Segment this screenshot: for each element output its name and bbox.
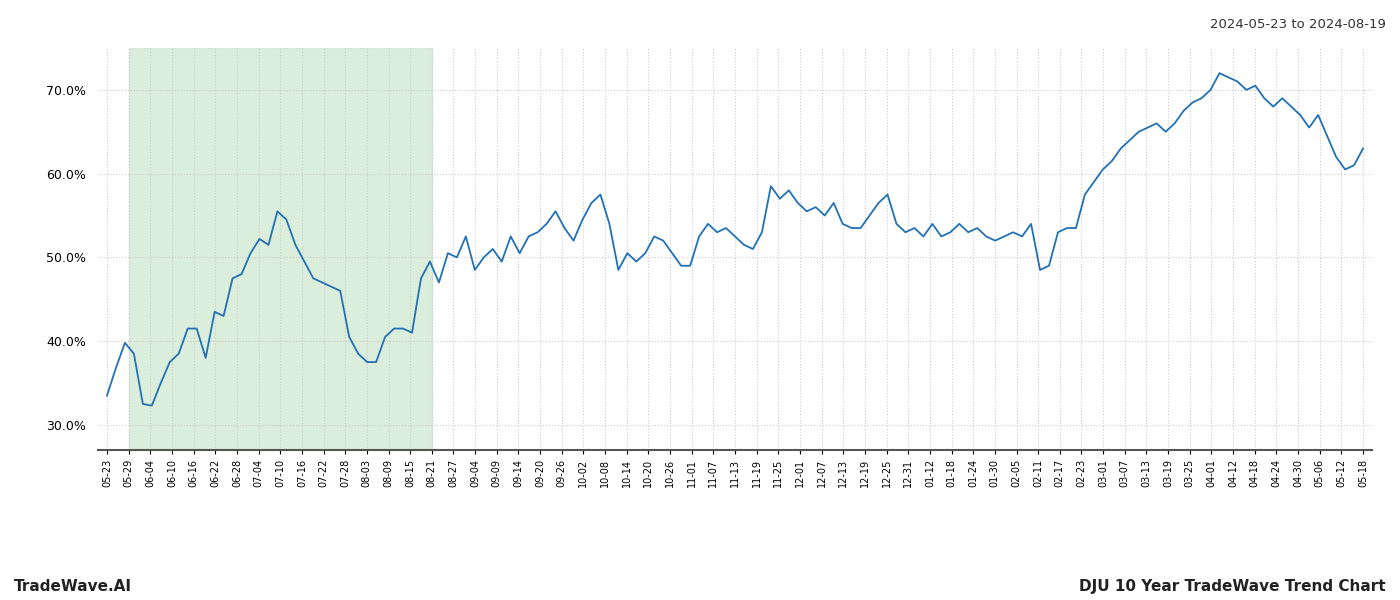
Text: TradeWave.AI: TradeWave.AI — [14, 579, 132, 594]
Bar — [129, 48, 431, 450]
Text: DJU 10 Year TradeWave Trend Chart: DJU 10 Year TradeWave Trend Chart — [1079, 579, 1386, 594]
Text: 2024-05-23 to 2024-08-19: 2024-05-23 to 2024-08-19 — [1210, 18, 1386, 31]
